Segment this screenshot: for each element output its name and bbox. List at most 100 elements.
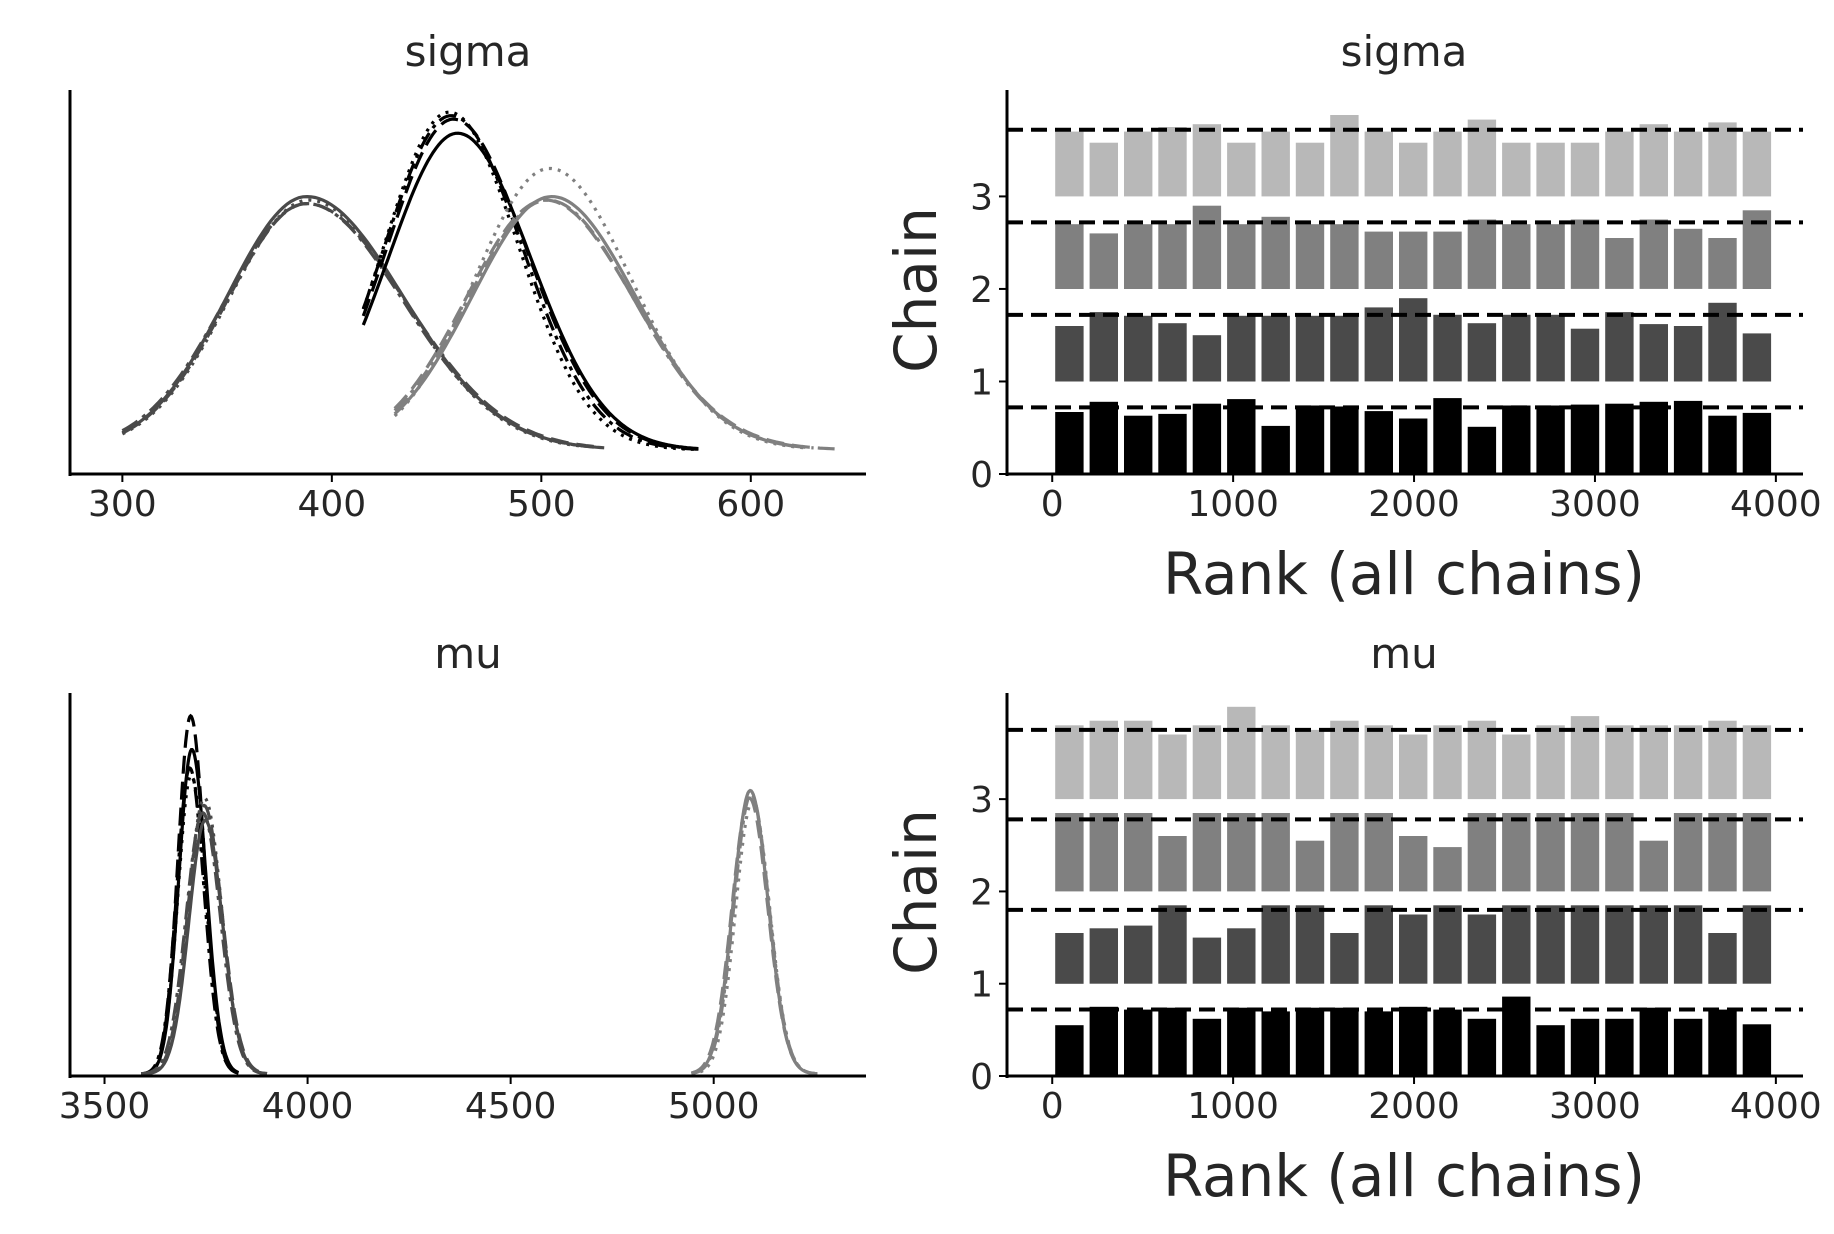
x-ticks: 0 1000 2000 3000 4000 bbox=[1041, 474, 1822, 525]
rank-bar bbox=[1536, 405, 1565, 474]
x-tick-label: 600 bbox=[716, 484, 785, 525]
rank-bar bbox=[1639, 401, 1668, 474]
x-ticks: 0 1000 2000 3000 4000 bbox=[1041, 1076, 1822, 1127]
rank-bar bbox=[1433, 314, 1462, 382]
rank-chain-3 bbox=[1007, 115, 1803, 197]
rank-bar bbox=[1570, 905, 1600, 984]
rank-bar bbox=[1399, 836, 1428, 892]
rank-bar bbox=[1673, 326, 1703, 382]
rank-bar bbox=[1399, 298, 1428, 382]
rank-bar bbox=[1742, 813, 1772, 892]
rank-bar bbox=[1536, 314, 1565, 382]
rank-bar bbox=[1158, 905, 1187, 984]
rank-bar bbox=[1399, 914, 1428, 984]
rank-bar bbox=[1055, 326, 1084, 382]
panel-sigma-density: sigma 300 400 500 600 bbox=[68, 27, 866, 525]
rank-bar bbox=[1192, 403, 1222, 474]
rank-bar bbox=[1433, 905, 1462, 984]
rank-bar bbox=[1330, 813, 1359, 892]
rank-bar bbox=[1605, 725, 1634, 800]
rank-bar bbox=[1605, 905, 1634, 984]
rank-bar bbox=[1605, 238, 1634, 289]
rank-bar bbox=[1708, 415, 1737, 474]
rank-bar bbox=[1295, 1007, 1325, 1076]
rank-bar bbox=[1399, 418, 1428, 474]
rank-bar bbox=[1227, 813, 1256, 892]
x-tick-label: 500 bbox=[507, 484, 576, 525]
density-line-3 bbox=[121, 201, 594, 449]
rank-bar bbox=[1192, 937, 1222, 984]
rank-bar bbox=[1330, 406, 1359, 474]
rank-bar bbox=[1192, 1018, 1222, 1076]
rank-bar bbox=[1330, 224, 1359, 289]
x-tick-label: 4500 bbox=[465, 1086, 557, 1127]
x-tick-label: 4000 bbox=[1730, 1086, 1822, 1127]
y-ticks: 0 1 2 3 bbox=[970, 780, 1007, 1098]
rank-bar bbox=[1227, 706, 1256, 800]
rank-bar bbox=[1295, 905, 1325, 984]
rank-bar bbox=[1742, 1024, 1772, 1076]
rank-bar bbox=[1295, 224, 1325, 289]
rank-bar bbox=[1433, 131, 1462, 197]
rank-bar bbox=[1708, 238, 1737, 289]
rank-bar bbox=[1708, 122, 1737, 197]
rank-bar bbox=[1261, 216, 1290, 289]
rank-bar bbox=[1295, 142, 1325, 197]
rank-bar bbox=[1399, 231, 1428, 289]
rank-chain-2 bbox=[1007, 205, 1803, 289]
rank-bar bbox=[1536, 905, 1565, 984]
rank-bar bbox=[1433, 847, 1462, 892]
y-tick-label: 3 bbox=[970, 780, 993, 821]
rank-bar bbox=[1227, 142, 1256, 197]
rank-bar bbox=[1261, 315, 1290, 382]
rank-bar bbox=[1467, 813, 1497, 892]
y-tick-label: 2 bbox=[970, 872, 993, 913]
density-line-6 bbox=[361, 117, 699, 451]
x-tick-label: 2000 bbox=[1368, 1086, 1460, 1127]
x-ticks: 3500 4000 4500 5000 bbox=[59, 1076, 760, 1127]
rank-bar bbox=[1467, 720, 1497, 800]
rank-bar bbox=[1055, 725, 1084, 800]
rank-bar bbox=[1261, 725, 1290, 800]
rank-bar bbox=[1639, 840, 1668, 892]
rank-bar bbox=[1364, 1011, 1393, 1076]
rank-bar bbox=[1673, 1018, 1703, 1076]
rank-bar bbox=[1227, 928, 1256, 984]
rank-bar bbox=[1261, 905, 1290, 984]
rank-bar bbox=[1570, 404, 1600, 474]
x-tick-label: 300 bbox=[88, 484, 157, 525]
rank-bar bbox=[1570, 219, 1600, 289]
x-tick-label: 0 bbox=[1041, 1086, 1064, 1127]
rank-bar bbox=[1089, 1006, 1118, 1076]
rank-bar bbox=[1089, 401, 1118, 474]
rank-bar bbox=[1055, 224, 1084, 289]
rank-bar bbox=[1261, 425, 1290, 474]
rank-bar bbox=[1124, 1009, 1153, 1076]
rank-bar bbox=[1742, 131, 1772, 197]
panel-title: mu bbox=[434, 629, 502, 678]
rank-bar bbox=[1192, 725, 1222, 800]
rank-bar bbox=[1124, 720, 1153, 800]
rank-bar bbox=[1192, 205, 1222, 289]
x-tick-label: 400 bbox=[297, 484, 366, 525]
rank-bar bbox=[1433, 1009, 1462, 1076]
rank-bar bbox=[1536, 813, 1565, 892]
panel-title: sigma bbox=[1341, 27, 1468, 76]
rank-bar bbox=[1502, 734, 1531, 800]
rank-bar bbox=[1570, 813, 1600, 892]
rank-bar bbox=[1227, 224, 1256, 289]
rank-bar bbox=[1364, 411, 1393, 474]
rank-bar bbox=[1364, 231, 1393, 289]
rank-bar bbox=[1742, 333, 1772, 382]
y-tick-label: 0 bbox=[970, 1057, 993, 1098]
rank-bar bbox=[1055, 1025, 1084, 1076]
rank-bar bbox=[1673, 131, 1703, 197]
y-tick-label: 3 bbox=[970, 177, 993, 218]
rank-bar bbox=[1158, 413, 1187, 474]
rank-bar bbox=[1467, 323, 1497, 382]
rank-bar bbox=[1433, 725, 1462, 800]
y-tick-label: 2 bbox=[970, 270, 993, 311]
panel-title: sigma bbox=[405, 27, 532, 76]
y-tick-label: 1 bbox=[970, 362, 993, 403]
rank-bar bbox=[1089, 928, 1118, 984]
